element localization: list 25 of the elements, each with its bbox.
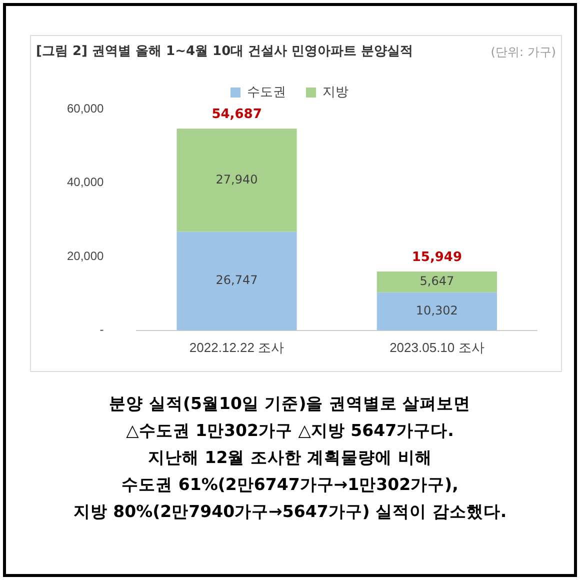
data-label: 5,647: [420, 274, 454, 288]
legend-label: 지방: [322, 84, 348, 100]
legend-label: 수도권: [247, 84, 286, 100]
data-label: 27,940: [216, 172, 258, 186]
total-label: 54,687: [212, 106, 262, 122]
data-label: 10,302: [416, 304, 458, 318]
data-label: 26,747: [216, 273, 258, 288]
bar: [176, 232, 297, 330]
y-tick-label: 60,000: [67, 101, 104, 116]
bar: [376, 292, 497, 330]
text: 지방 80%(2만7940가구→5647가구) 실적이 감소했다.: [72, 501, 508, 523]
text: △수도권 1만302가구 △지방 5647가구다.: [125, 420, 455, 442]
y-tick-label: 40,000: [67, 175, 104, 190]
y-tick-label: 20,000: [67, 248, 104, 263]
x-tick-label: 2022.12.22 조사: [189, 340, 284, 355]
text: 지난해 12월 조사한 계획물량에 비해: [147, 447, 433, 469]
text: 분양 실적(5월10일 기준)을 권역별로 살펴보면: [108, 393, 472, 415]
bar: [176, 128, 297, 232]
x-tick-label: 2023.05.10 조사: [390, 340, 484, 355]
total-label: 15,949: [412, 250, 462, 265]
text: 수도권 61%(2만6747가구→1만302가구),: [120, 474, 460, 496]
text: (단위: 가구): [490, 44, 556, 61]
chart-title: [그림 2] 권역별 올해 1~4월 10대 건설사 민영아파트 분양실적: [36, 43, 414, 60]
y-tick-label: -: [100, 322, 104, 337]
bar: [376, 272, 497, 292]
